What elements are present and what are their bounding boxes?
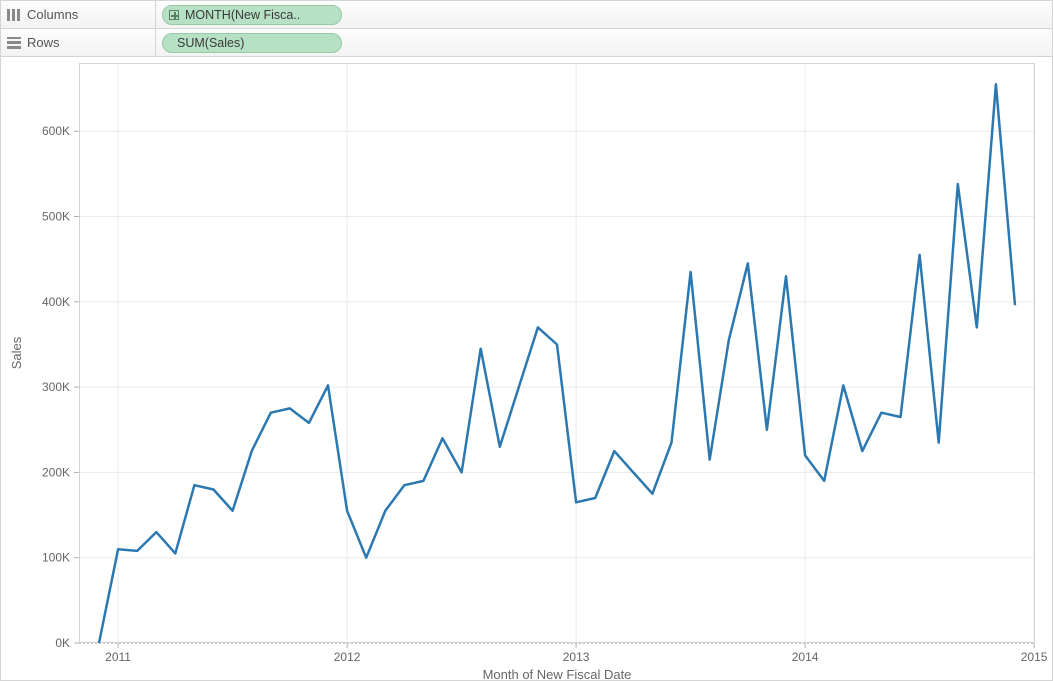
y-tick-label: 500K — [42, 210, 70, 224]
y-tick-label: 300K — [42, 380, 70, 394]
y-tick-label: 0K — [55, 636, 70, 650]
x-tick-label: 2014 — [792, 650, 819, 664]
app-window: Columns MONTH(New Fisca.. Rows SUM(Sales… — [0, 0, 1053, 681]
rows-shelf-label: Rows — [27, 35, 60, 50]
y-axis-title: Sales — [9, 336, 24, 369]
line-chart: 0K 100K 200K 300K 400K 500K 600K 2011 2012 2013 20… — [1, 57, 1052, 680]
columns-shelf: Columns MONTH(New Fisca.. — [1, 1, 1052, 29]
y-tick-label: 200K — [42, 465, 70, 479]
x-tick-label: 2011 — [105, 650, 131, 664]
rows-pill-label: SUM(Sales) — [169, 36, 244, 50]
columns-shelf-label: Columns — [27, 7, 78, 22]
rows-pill-sum-sales[interactable]: SUM(Sales) — [162, 33, 342, 53]
x-tick-label: 2013 — [563, 650, 590, 664]
columns-pill-area[interactable]: MONTH(New Fisca.. — [156, 1, 1052, 28]
expand-icon[interactable] — [169, 10, 179, 20]
rows-shelf-label-cell: Rows — [1, 29, 156, 56]
columns-pill-month[interactable]: MONTH(New Fisca.. — [162, 5, 342, 25]
y-tick-label: 600K — [42, 124, 70, 138]
chart-area: 0K 100K 200K 300K 400K 500K 600K 2011 2012 2013 20… — [1, 57, 1052, 680]
x-axis-title: Month of New Fiscal Date — [483, 667, 632, 680]
y-tick-label: 400K — [42, 295, 70, 309]
rows-icon — [7, 37, 21, 49]
rows-shelf: Rows SUM(Sales) — [1, 29, 1052, 57]
x-tick-label: 2012 — [334, 650, 361, 664]
columns-pill-label: MONTH(New Fisca.. — [185, 8, 300, 22]
x-tick-label: 2015 — [1021, 650, 1048, 664]
rows-pill-area[interactable]: SUM(Sales) — [156, 29, 1052, 56]
columns-shelf-label-cell: Columns — [1, 1, 156, 28]
y-tick-label: 100K — [42, 551, 70, 565]
columns-icon — [7, 9, 21, 21]
